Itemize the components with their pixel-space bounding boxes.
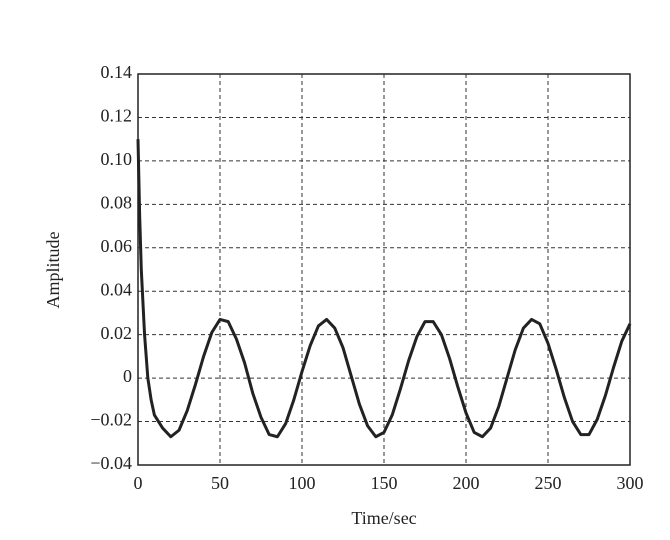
y-tick-label: 0 <box>123 366 132 386</box>
line-series <box>136 139 632 439</box>
x-tick-label: 50 <box>211 473 229 493</box>
x-tick-label: 300 <box>617 473 644 493</box>
y-tick-label: 0.08 <box>101 192 133 212</box>
y-tick-label: 0.04 <box>101 279 133 299</box>
y-axis-label: Amplitude <box>43 231 63 308</box>
plot-frame <box>137 73 631 466</box>
x-tick-label: 100 <box>289 473 316 493</box>
y-tick-label: 0.12 <box>101 106 133 126</box>
x-axis-label: Time/sec <box>351 508 416 528</box>
x-tick-label: 0 <box>134 473 143 493</box>
y-tick-label: 0.14 <box>101 62 133 82</box>
x-tick-label: 150 <box>371 473 398 493</box>
x-tick-label: 250 <box>535 473 562 493</box>
y-tick-label: 0.02 <box>101 323 133 343</box>
y-tick-label: 0.06 <box>101 236 133 256</box>
y-tick-label: 0.10 <box>101 149 133 169</box>
x-tick-label: 200 <box>453 473 480 493</box>
y-tick-label: −0.02 <box>90 410 132 430</box>
y-tick-label: −0.04 <box>90 453 132 473</box>
